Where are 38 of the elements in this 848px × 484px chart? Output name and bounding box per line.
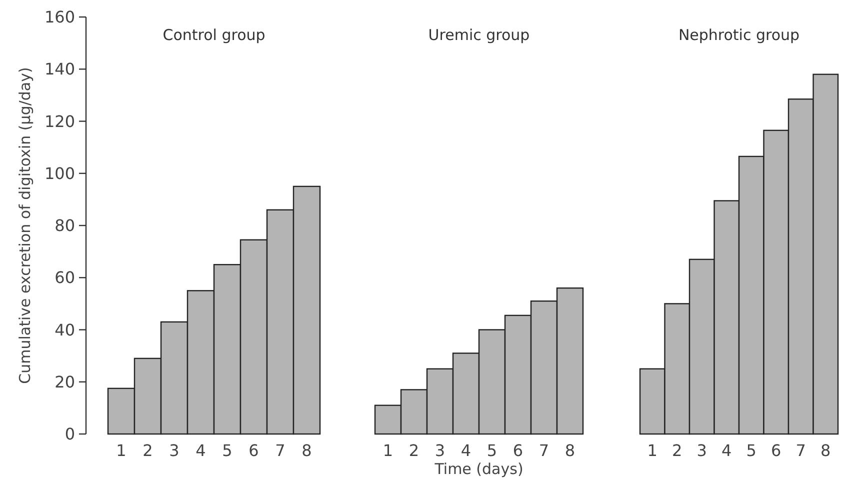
text: Control group: [162, 26, 266, 44]
x-tick-label: 8: [564, 441, 576, 460]
x-tick-label: 7: [275, 441, 286, 460]
y-axis-title: Cumulative excretion of digitoxin (µg/day): [16, 67, 34, 384]
x-tick-label: 2: [672, 441, 682, 460]
x-tick-label: 3: [434, 441, 446, 460]
y-tick-label: 120: [44, 112, 75, 131]
y-tick-label: 60: [54, 268, 75, 288]
x-tick-label: 7: [796, 441, 806, 460]
text: Nephrotic group: [678, 26, 800, 44]
text: Uremic group: [428, 26, 530, 44]
x-tick-label: 6: [248, 441, 259, 460]
x-tick-label: 2: [142, 441, 153, 460]
y-tick-label: 100: [44, 164, 75, 183]
x-tick-label: 1: [647, 441, 658, 460]
y-tick-label: 80: [54, 216, 75, 236]
x-tick-label: 4: [460, 441, 472, 460]
x-tick-label: 4: [196, 441, 206, 460]
x-axis-title: Time (days): [434, 460, 524, 478]
x-tick-label: 6: [771, 441, 782, 460]
x-tick-label: 3: [696, 441, 707, 460]
y-tick-label: 140: [44, 60, 75, 79]
x-tick-label: 6: [512, 441, 524, 460]
x-tick-label: 5: [746, 441, 756, 460]
x-tick-label: 7: [538, 441, 550, 460]
x-tick-label: 2: [408, 441, 420, 460]
x-tick-label: 8: [820, 441, 831, 460]
x-tick-label: 1: [382, 441, 394, 460]
x-tick-label: 1: [116, 441, 126, 460]
x-tick-label: 5: [486, 441, 498, 460]
y-tick-label: 160: [44, 8, 75, 27]
y-tick-label: 0: [64, 424, 75, 444]
x-tick-label: 4: [722, 441, 732, 460]
y-tick-label: 40: [54, 320, 75, 340]
y-tick-label: 20: [54, 372, 75, 392]
x-tick-label: 3: [169, 441, 180, 460]
x-tick-label: 5: [222, 441, 232, 460]
x-tick-label: 8: [302, 441, 312, 460]
